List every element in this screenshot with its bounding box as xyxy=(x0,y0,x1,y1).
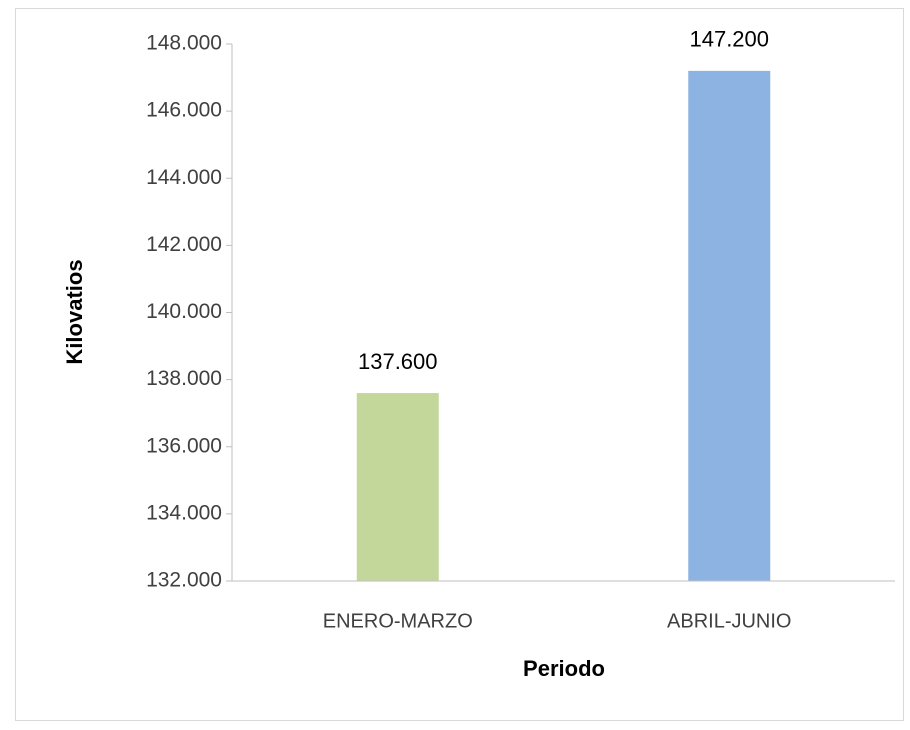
x-tick-label: ENERO-MARZO xyxy=(323,610,473,632)
y-tick-label: 146.000 xyxy=(146,99,222,122)
y-tick-label: 138.000 xyxy=(146,367,222,390)
bar xyxy=(688,70,771,581)
value-label: 137.600 xyxy=(358,349,438,374)
y-tick-label: 136.000 xyxy=(146,434,222,457)
y-tick-label: 142.000 xyxy=(146,233,222,256)
value-label: 147.200 xyxy=(689,27,769,52)
x-tick-label: ABRIL-JUNIO xyxy=(667,610,791,632)
y-axis-title: Kilovatios xyxy=(62,259,87,364)
y-tick-label: 148.000 xyxy=(146,32,222,55)
bar xyxy=(356,393,439,581)
y-tick-label: 134.000 xyxy=(146,501,222,524)
y-tick-label: 144.000 xyxy=(146,166,222,189)
y-tick-label: 132.000 xyxy=(146,569,222,592)
x-axis-title: Periodo xyxy=(523,656,605,681)
y-tick-label: 140.000 xyxy=(146,300,222,323)
